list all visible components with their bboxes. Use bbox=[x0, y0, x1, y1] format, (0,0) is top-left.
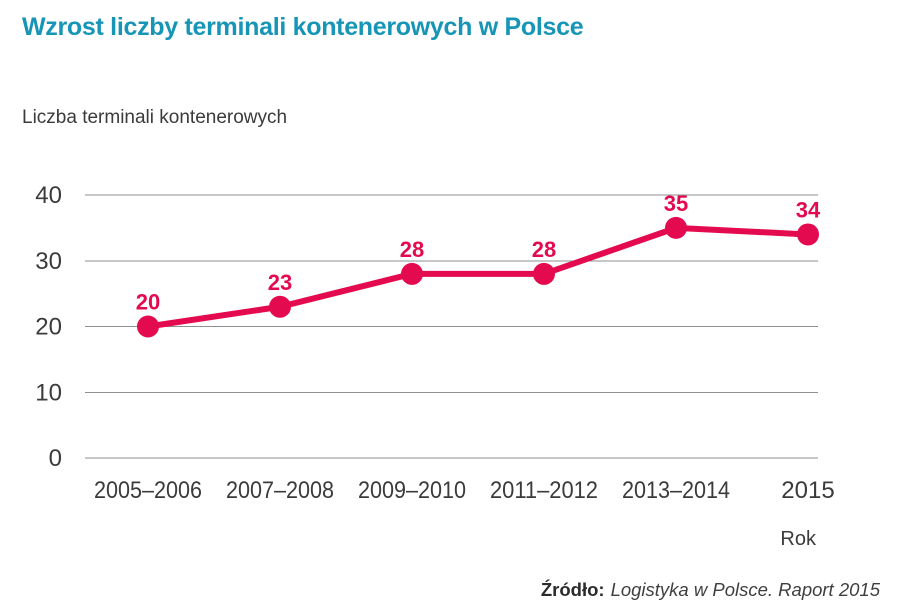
value-label: 28 bbox=[400, 237, 424, 262]
data-point bbox=[137, 315, 159, 338]
data-line bbox=[145, 224, 811, 330]
y-tick-label: 10 bbox=[35, 379, 62, 406]
y-tick-label: 30 bbox=[35, 248, 62, 275]
chart-title: Wzrost liczby terminali kontenerowych w … bbox=[22, 13, 584, 41]
source-note: Źródło: Logistyka w Polsce. Raport 2015 bbox=[541, 579, 880, 601]
y-tick-label: 0 bbox=[49, 445, 62, 472]
y-axis-title: Liczba terminali kontenerowych bbox=[22, 107, 288, 128]
y-tick-label: 40 bbox=[35, 182, 62, 209]
x-category-label: 2007–2008 bbox=[226, 477, 334, 504]
x-category-label: 2015 bbox=[781, 477, 834, 504]
value-label: 23 bbox=[268, 270, 292, 295]
x-category-label: 2011–2012 bbox=[490, 477, 598, 504]
value-label: 34 bbox=[796, 197, 821, 222]
y-tick-label: 20 bbox=[35, 314, 62, 341]
x-category-label: 2009–2010 bbox=[358, 477, 466, 504]
source-text: Logistyka w Polsce. Raport 2015 bbox=[610, 579, 880, 600]
data-point bbox=[665, 216, 687, 239]
source-label: Źródło: bbox=[540, 579, 605, 600]
x-category-label: 2005–2006 bbox=[94, 477, 202, 504]
value-label: 20 bbox=[136, 290, 160, 315]
x-axis-title: Rok bbox=[780, 528, 816, 550]
data-point bbox=[401, 262, 423, 285]
x-category-label: 2013–2014 bbox=[622, 477, 730, 504]
data-point bbox=[533, 262, 555, 285]
value-label: 35 bbox=[664, 191, 688, 216]
data-point bbox=[269, 295, 291, 318]
value-label: 28 bbox=[532, 237, 556, 262]
data-point bbox=[797, 223, 819, 246]
